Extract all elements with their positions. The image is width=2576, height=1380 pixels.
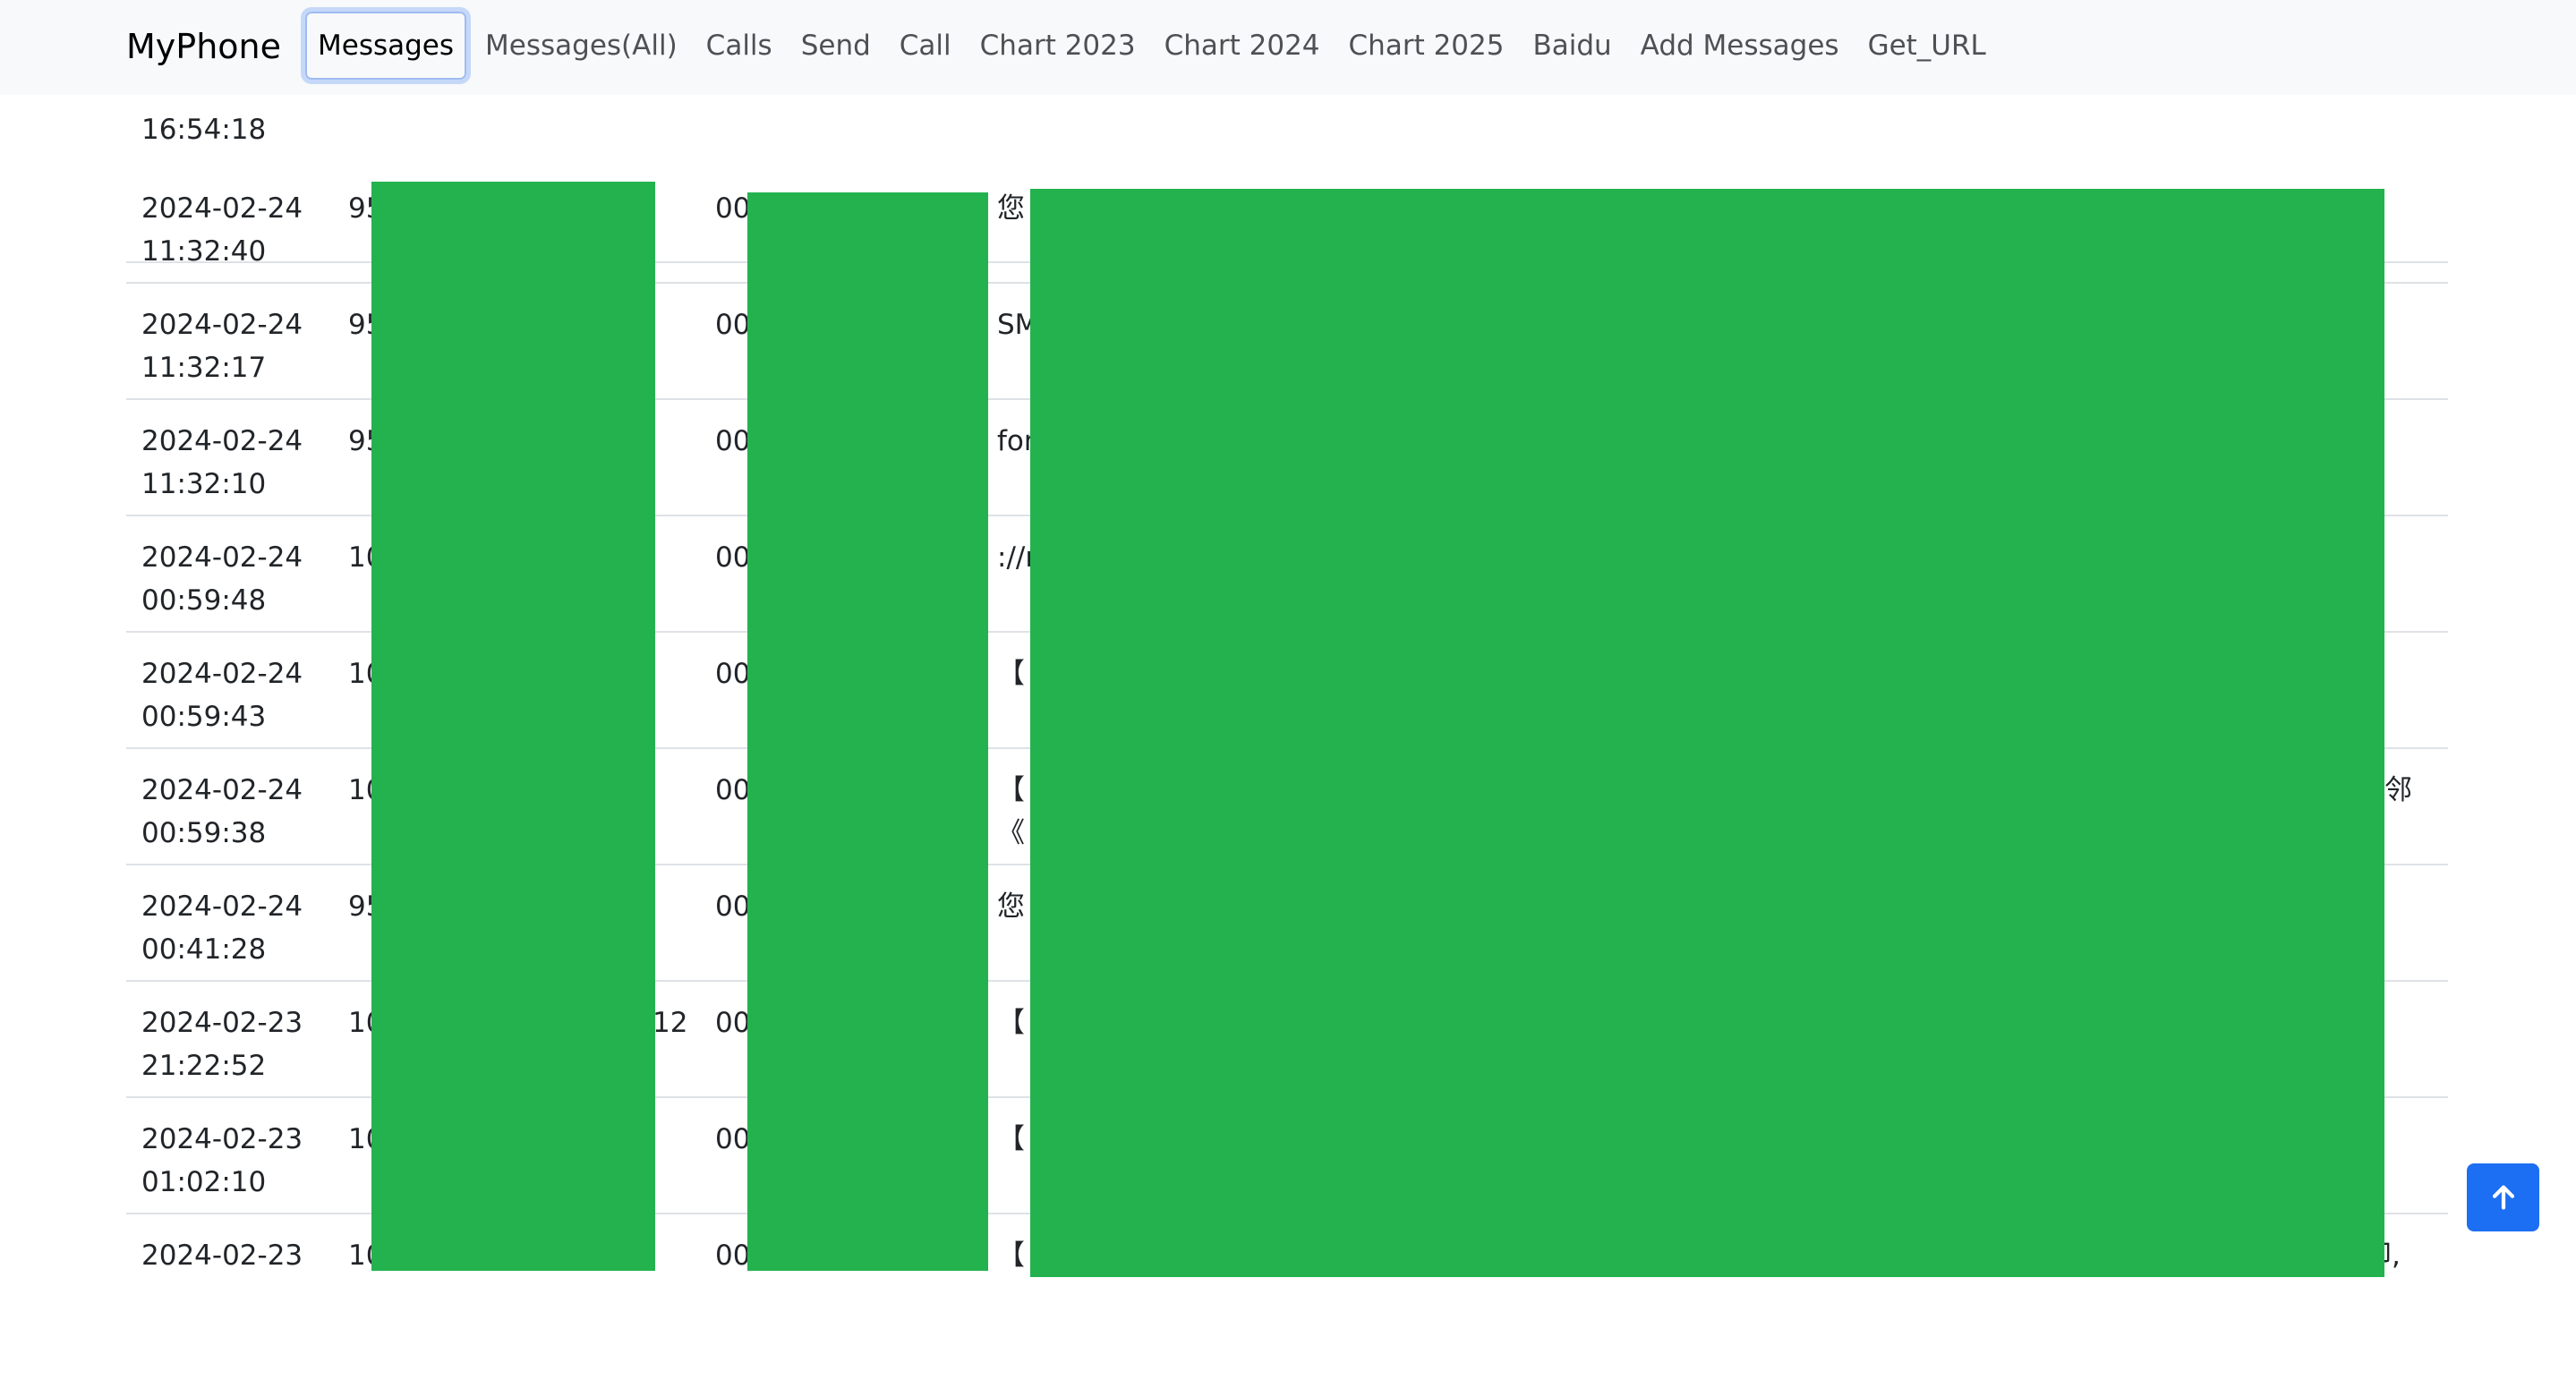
message-body: 您 bbox=[997, 192, 1025, 225]
messages-table: 16:54:18 2024-02-24 11:32:40 95 00 您 202… bbox=[126, 95, 2448, 1380]
message-body: 【 《 bbox=[997, 774, 1025, 849]
message-body-tail: 邻 bbox=[2384, 774, 2412, 806]
brand-logo[interactable]: MyPhone bbox=[126, 27, 281, 66]
nav-chart-2025[interactable]: Chart 2025 bbox=[1348, 30, 1505, 62]
message-code: 00 bbox=[715, 1007, 751, 1039]
message-code: 00 bbox=[715, 425, 751, 457]
message-code: 00 bbox=[715, 890, 751, 923]
nav-add-messages[interactable]: Add Messages bbox=[1640, 30, 1839, 62]
nav-messages-all[interactable]: Messages(All) bbox=[485, 30, 678, 62]
message-time: 2024-02-24 11:32:17 bbox=[141, 309, 303, 384]
nav-call[interactable]: Call bbox=[899, 30, 951, 62]
message-code: 00 bbox=[715, 541, 751, 574]
message-time: 2024-02-24 00:59:48 bbox=[141, 541, 303, 617]
redaction-block-body bbox=[1030, 189, 2384, 1277]
nav-calls[interactable]: Calls bbox=[705, 30, 772, 62]
redaction-block-number bbox=[371, 182, 655, 1271]
message-time: 2024-02-23 21:22:52 bbox=[141, 1007, 303, 1082]
message-body: 【 bbox=[997, 1007, 1025, 1039]
redaction-block-code bbox=[747, 192, 988, 1271]
message-body: for bbox=[997, 425, 1036, 457]
message-time: 2024-02-24 11:32:40 bbox=[141, 192, 303, 268]
message-code: 00 bbox=[715, 658, 751, 690]
navbar: MyPhone Messages Messages(All) Calls Sen… bbox=[0, 0, 2576, 95]
nav-baidu[interactable]: Baidu bbox=[1532, 30, 1612, 62]
nav-links: Messages Messages(All) Calls Send Call C… bbox=[301, 6, 2000, 85]
message-code: 00 bbox=[715, 1239, 751, 1272]
nav-chart-2023[interactable]: Chart 2023 bbox=[979, 30, 1136, 62]
message-time: 2024-02-23 bbox=[141, 1239, 303, 1272]
arrow-up-icon bbox=[2492, 1185, 2514, 1210]
message-time: 2024-02-24 11:32:10 bbox=[141, 425, 303, 500]
message-body: 您 bbox=[997, 890, 1025, 923]
message-time: 2024-02-23 01:02:10 bbox=[141, 1123, 303, 1198]
message-body: 【 bbox=[997, 1123, 1025, 1155]
nav-send[interactable]: Send bbox=[800, 30, 871, 62]
nav-get-url[interactable]: Get_URL bbox=[1867, 30, 1986, 62]
back-to-top-button[interactable] bbox=[2467, 1163, 2539, 1231]
message-code: 00 bbox=[715, 1123, 751, 1155]
message-body: 【 bbox=[997, 1239, 1025, 1272]
table-row: 2024-02-24 11:32:10 95 00 for bbox=[126, 400, 2448, 516]
message-body: 【 bbox=[997, 658, 1025, 690]
message-code: 00 bbox=[715, 192, 751, 225]
message-time: 2024-02-24 00:59:38 bbox=[141, 774, 303, 849]
message-code: 00 bbox=[715, 309, 751, 341]
message-time: 2024-02-24 00:41:28 bbox=[141, 890, 303, 966]
message-number-tail: 12 bbox=[653, 1007, 688, 1039]
message-body: ://r bbox=[997, 541, 1037, 574]
message-code: 00 bbox=[715, 774, 751, 806]
nav-messages[interactable]: Messages bbox=[301, 7, 472, 84]
message-time: 16:54:18 bbox=[141, 114, 267, 146]
nav-chart-2024[interactable]: Chart 2024 bbox=[1164, 30, 1320, 62]
message-time: 2024-02-24 00:59:43 bbox=[141, 658, 303, 733]
